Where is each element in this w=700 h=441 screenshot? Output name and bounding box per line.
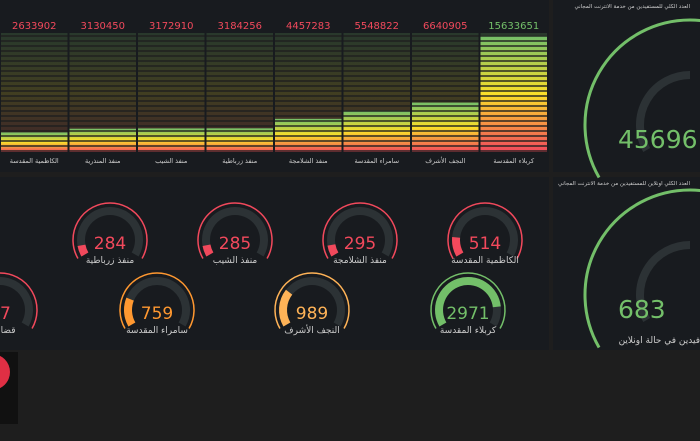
gauge-track [77, 207, 143, 257]
category-label: منفذ المنذرية [85, 157, 121, 165]
total-inner [636, 71, 691, 152]
value-label: 3172910 [149, 21, 194, 32]
value-label: 5548822 [354, 21, 399, 32]
panel-title: العدد الكلي اونلاين للمستفيدين من خدمة ا… [558, 180, 690, 187]
category-label: منفذ زرباطية [222, 157, 257, 165]
bar-stripes [412, 33, 479, 152]
gauge-number: 47 [0, 304, 11, 324]
category-label: منفذ الشلامجة [289, 157, 328, 165]
bar-stripes [275, 33, 342, 152]
gauge-value [202, 244, 214, 257]
total-panel [553, 0, 700, 172]
gauge-panel [0, 177, 549, 350]
gauge-value [435, 277, 501, 327]
gauge-track [0, 277, 33, 327]
gauge-label: النجف الأشرف [284, 324, 339, 336]
gauge-value [124, 297, 136, 327]
online-panel [553, 177, 700, 350]
gauge-number: 514 [469, 234, 501, 254]
gauge-outer [197, 202, 273, 259]
total-arc [583, 18, 700, 179]
total-value: 45696 [618, 125, 698, 154]
value-label: 4457283 [286, 21, 331, 32]
gauge-value [327, 244, 339, 257]
gauge-outer [0, 272, 38, 329]
gauge-value [77, 244, 89, 257]
value-label: 15633651 [488, 21, 539, 32]
gauge-outer [274, 272, 350, 329]
gauge-label: منفذ زرباطية [86, 256, 134, 266]
gauge-number: 759 [141, 304, 173, 324]
gauge-label: الكاظمية المقدسة [451, 256, 519, 266]
gauge-label: قضاء ال [0, 326, 15, 336]
category-label: كربلاء المقدسة [493, 157, 535, 165]
bar-stripes [138, 33, 205, 152]
gauge-outer [72, 202, 148, 259]
gauge-number: 285 [219, 234, 251, 254]
value-label: 2633902 [12, 21, 57, 32]
category-label: منفذ الشيب [155, 157, 187, 165]
total-arc [583, 188, 700, 349]
gauge-label: منفذ الشيب [213, 256, 258, 266]
bar-stripes [1, 33, 68, 152]
bar-stripes [206, 33, 273, 152]
gauge-number: 989 [296, 304, 328, 324]
total-value: 683 [618, 295, 666, 324]
gauge-value [279, 289, 293, 327]
gauge-outer [322, 202, 398, 259]
total-label: فيدين في حالة اونلاين [619, 336, 700, 346]
gauge-label: كربلاء المقدسة [440, 326, 497, 336]
value-label: 3184256 [217, 21, 262, 32]
gauge-track [202, 207, 268, 257]
gauge-value [452, 236, 464, 257]
gauge-number: 295 [344, 234, 376, 254]
gauge-label: سامراء المقدسة [126, 326, 188, 336]
category-label: النجف الأشرف [425, 156, 465, 165]
category-label: الكاظمية المقدسة [10, 157, 59, 165]
bar-stripes [343, 33, 410, 152]
gauge-outer [119, 272, 195, 329]
gauge-number: 2971 [446, 304, 489, 324]
total-inner [636, 241, 691, 322]
gauge-outer [447, 202, 523, 259]
status-dot [0, 355, 10, 389]
bar-stripes [69, 33, 136, 152]
gauge-outer [430, 272, 506, 329]
gauge-label: منفذ الشلامجة [333, 256, 387, 266]
gauge-number: 284 [94, 234, 126, 254]
bar-stripes [480, 33, 547, 152]
gauge-track [327, 207, 393, 257]
category-label: سامراء المقدسة [354, 157, 399, 165]
panel-title: العدد الكلي للمستفيدين من خدمة الانترنت … [575, 3, 691, 10]
value-label: 3130450 [80, 21, 125, 32]
value-label: 6640905 [423, 21, 468, 32]
